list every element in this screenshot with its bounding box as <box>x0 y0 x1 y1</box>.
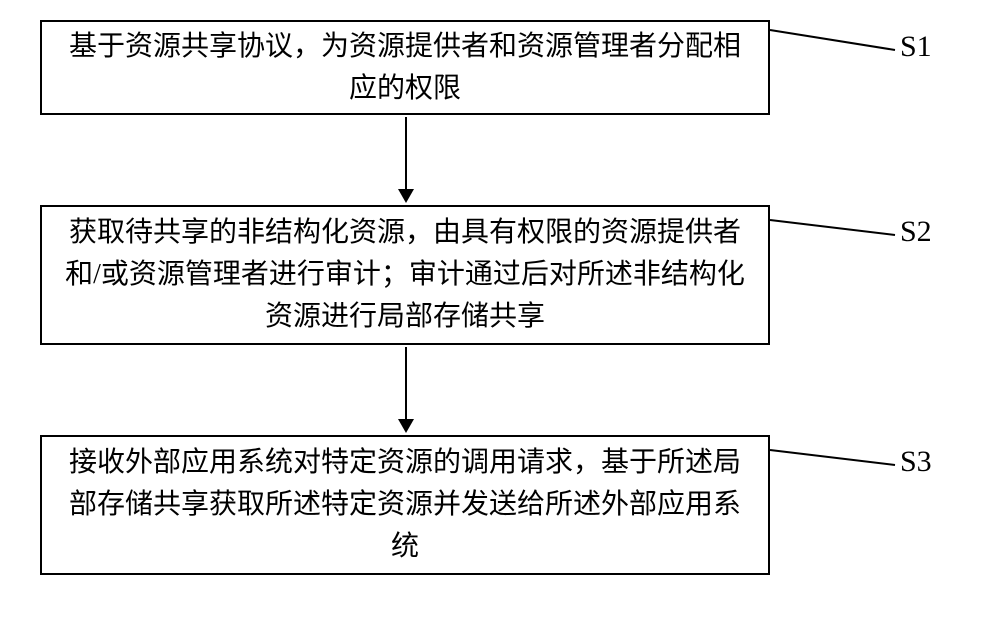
flow-label-s1: S1 <box>900 30 932 64</box>
flow-label-s3: S3 <box>900 445 932 479</box>
arrow-s1-s2-stem <box>405 117 407 189</box>
flow-label-s2: S2 <box>900 215 932 249</box>
arrow-s2-s3-head <box>398 419 414 433</box>
arrow-s2-s3-stem <box>405 347 407 419</box>
arrow-s1-s2-head <box>398 189 414 203</box>
